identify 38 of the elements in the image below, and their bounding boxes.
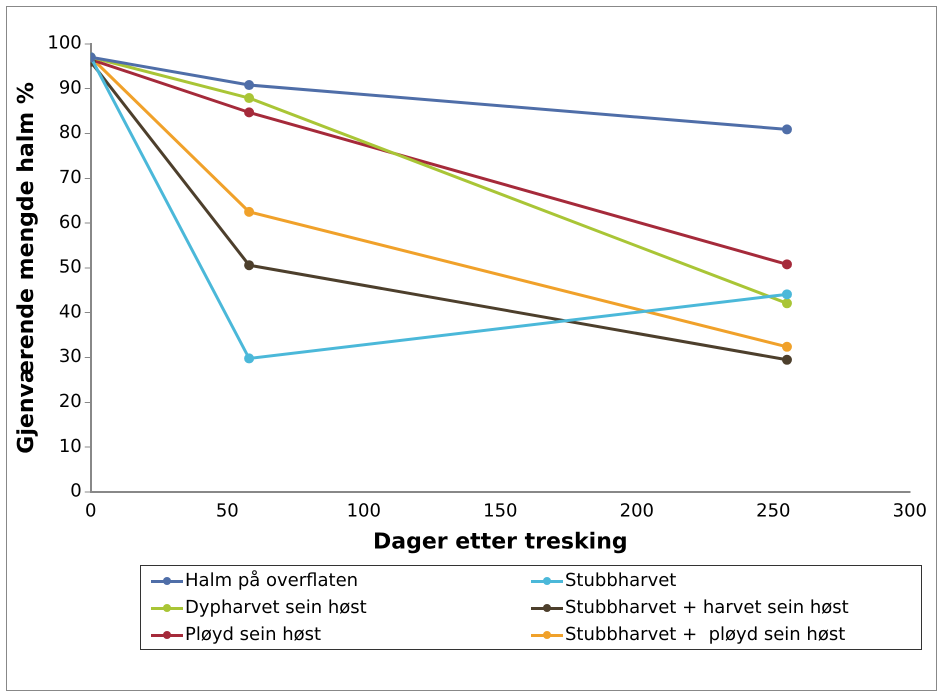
- y-tick-label: 10: [58, 436, 82, 457]
- y-tick-label: 20: [58, 391, 82, 412]
- point: [244, 260, 254, 270]
- y-tick-label: 50: [58, 256, 82, 278]
- point: [782, 289, 792, 300]
- x-tick-label: 250: [756, 500, 790, 522]
- y-tick-label: 80: [58, 122, 82, 144]
- legend-label: Stubbharvet + harvet sein høst: [565, 597, 849, 618]
- point: [244, 93, 254, 104]
- y-tick-label: 0: [70, 480, 82, 502]
- y-tick-label: 70: [58, 166, 82, 188]
- legend-label: Stubbharvet + pløyd sein høst: [565, 624, 846, 645]
- y-tick-label: 100: [47, 32, 82, 54]
- legend-label: Pløyd sein høst: [185, 624, 322, 645]
- point: [244, 206, 254, 217]
- x-tick-label: 0: [85, 500, 96, 522]
- y-tick-label: 90: [58, 77, 82, 98]
- y-tick-label: 60: [58, 212, 82, 233]
- x-axis-title: Dager etter tresking: [372, 530, 628, 555]
- point: [782, 124, 792, 134]
- x-tick-label: 50: [216, 500, 239, 522]
- point: [244, 353, 254, 364]
- legend-label: Dypharvet sein høst: [185, 597, 367, 618]
- y-axis-title: Gjenværende mengde halm %: [14, 82, 39, 454]
- x-tick-label: 100: [346, 500, 381, 522]
- x-tick-label: 200: [620, 500, 654, 522]
- y-tick-label: 30: [58, 346, 82, 368]
- point: [244, 107, 254, 118]
- legend-label: Stubbharvet: [565, 570, 676, 591]
- point: [782, 354, 792, 365]
- x-tick-label: 300: [892, 500, 927, 522]
- point: [782, 259, 792, 270]
- point: [782, 342, 792, 352]
- y-tick-label: 40: [58, 301, 82, 322]
- x-tick-label: 150: [483, 500, 518, 522]
- legend-label: Halm på overflaten: [185, 570, 358, 591]
- point: [782, 298, 792, 308]
- point: [244, 80, 254, 90]
